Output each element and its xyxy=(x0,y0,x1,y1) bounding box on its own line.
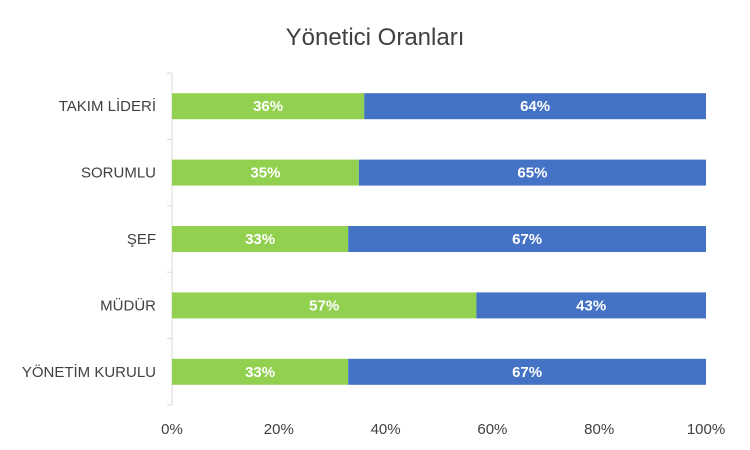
category-label: TAKIM LİDERİ xyxy=(59,97,156,115)
data-label: 67% xyxy=(512,231,542,248)
data-label: 67% xyxy=(512,364,542,381)
x-tick-label: 100% xyxy=(687,421,725,438)
chart-title: Yönetici Oranları xyxy=(286,24,465,51)
bar-segment-series-2 xyxy=(348,358,706,385)
bar-segment-series-2 xyxy=(364,93,706,120)
bars-layer xyxy=(172,93,706,385)
data-label: 36% xyxy=(253,98,283,115)
x-tick-label: 20% xyxy=(264,421,294,438)
category-label: SORUMLU xyxy=(81,165,156,182)
data-label: 57% xyxy=(309,297,339,314)
labels-layer: 36% 64% 35% 65% 33% 67% 57% 43% 33% 67% xyxy=(245,98,606,381)
x-tick-label: 60% xyxy=(477,421,507,438)
bar-segment-series-2 xyxy=(476,292,706,319)
x-tick-label: 0% xyxy=(161,421,183,438)
bar-segment-series-1 xyxy=(172,226,349,252)
category-label: ŞEF xyxy=(127,231,156,248)
bar-segment-series-2 xyxy=(358,159,706,186)
bar-segment-series-1 xyxy=(172,358,349,385)
category-label: YÖNETİM KURULU xyxy=(22,363,156,381)
data-label: 33% xyxy=(245,231,275,248)
bar-segment-series-1 xyxy=(172,159,359,186)
bar-segment-series-1 xyxy=(172,93,365,120)
x-tick-label: 40% xyxy=(371,421,401,438)
data-label: 43% xyxy=(576,297,606,314)
data-label: 33% xyxy=(245,364,275,381)
bar-segment-series-2 xyxy=(348,226,706,252)
data-label: 64% xyxy=(520,98,550,115)
bar-segment-series-1 xyxy=(172,292,477,319)
data-label: 35% xyxy=(250,165,280,182)
data-label: 65% xyxy=(517,165,547,182)
axis-layer: TAKIM LİDERİ SORUMLU ŞEF MÜDÜR YÖNETİM KURUL… xyxy=(22,72,725,438)
x-tick-label: 80% xyxy=(584,421,614,438)
category-label: MÜDÜR xyxy=(100,296,156,314)
